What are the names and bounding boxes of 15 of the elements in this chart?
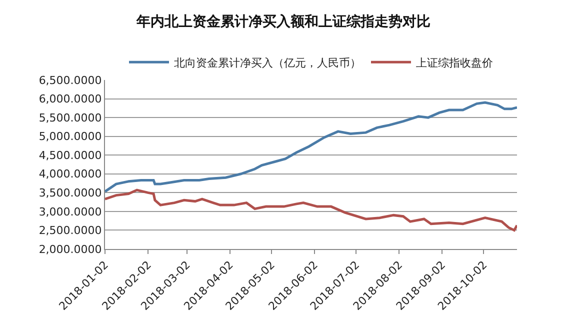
y-tick-label: 5,500.0000 [38,111,102,124]
y-tick-label: 3,000.0000 [38,205,102,218]
legend-label: 上证综指收盘价 [416,56,493,70]
legend-label: 北向资金累计净买入（亿元，人民币） [174,56,361,70]
line-series [105,101,517,193]
y-tick-label: 5,000.0000 [38,130,102,144]
y-tick-label: 2,000.0000 [38,242,102,256]
chart-title: 年内北上资金累计净买入额和上证综指走势对比 [136,13,430,30]
y-tick-label: 4,500.0000 [38,148,102,162]
y-tick-label: 6,000.0000 [38,92,102,106]
y-tick-label: 2,500.0000 [38,224,102,238]
line-series [105,188,517,232]
y-tick-label: 3,500.0000 [38,186,102,200]
y-tick-label: 4,000.0000 [38,168,102,181]
y-tick-label: 6,500.0000 [38,74,102,87]
